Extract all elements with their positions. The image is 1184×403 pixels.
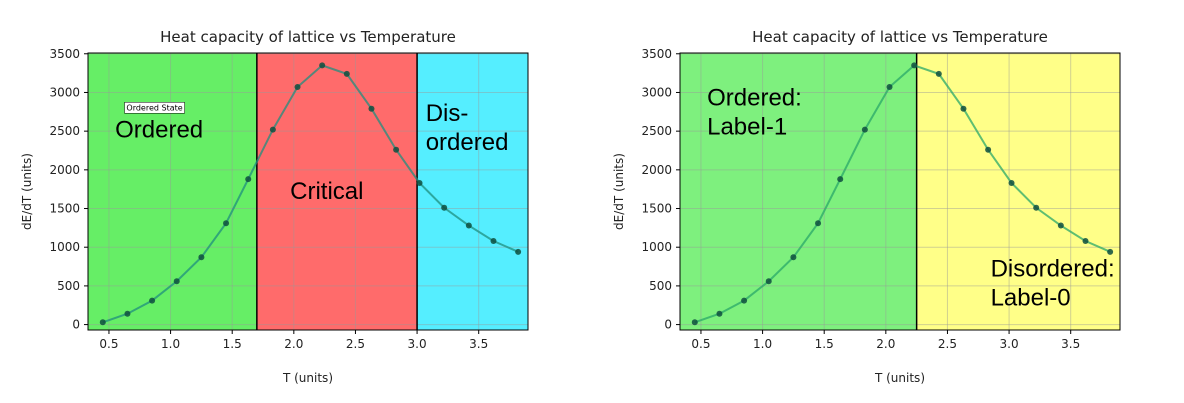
x-tick-label: 3.0 xyxy=(408,337,427,351)
data-point xyxy=(960,105,967,112)
y-tick-label: 3000 xyxy=(49,85,80,99)
data-point xyxy=(1082,238,1089,245)
region-label: Label-0 xyxy=(991,285,1071,312)
data-point xyxy=(269,126,276,133)
x-axis-label: T (units) xyxy=(874,371,925,385)
data-point xyxy=(716,310,723,317)
y-tick-label: 1000 xyxy=(641,240,672,254)
x-tick-label: 3.5 xyxy=(469,337,488,351)
data-point xyxy=(343,70,350,77)
x-tick-label: 1.5 xyxy=(815,337,834,351)
x-tick-label: 1.0 xyxy=(161,337,180,351)
y-tick-label: 1500 xyxy=(49,202,80,216)
data-point xyxy=(790,254,797,261)
region-label: Disordered: xyxy=(991,256,1115,283)
chart-left: 0.5 1.0 1.5 2.0 2.5 3.0 3.5 0 500 1000 1500 2000 250… xyxy=(20,28,529,385)
x-tick-label: 2.0 xyxy=(284,337,303,351)
x-tick-label: 2.0 xyxy=(876,337,895,351)
plot-frame xyxy=(87,52,529,331)
data-point xyxy=(515,248,522,255)
chart-title: Heat capacity of lattice vs Temperature xyxy=(160,28,456,46)
y-tick-label: 2000 xyxy=(641,163,672,177)
region-label: Critical xyxy=(290,178,363,205)
data-point xyxy=(691,319,698,326)
region-label: Label-1 xyxy=(707,114,787,141)
x-tick-label: 0.5 xyxy=(99,337,118,351)
data-point xyxy=(124,310,131,317)
region-label: Ordered: xyxy=(707,85,802,112)
y-tick-label: 2500 xyxy=(49,124,80,138)
series-line xyxy=(102,64,519,324)
data-point xyxy=(416,179,423,186)
plot-frame xyxy=(679,52,1121,331)
data-point xyxy=(149,297,156,304)
ordered-state-label: Ordered State xyxy=(126,103,182,112)
y-tick-label: 2500 xyxy=(641,124,672,138)
chart-title: Heat capacity of lattice vs Temperature xyxy=(752,28,1048,46)
y-tick-label: 500 xyxy=(649,279,672,293)
region-1 xyxy=(916,53,1120,330)
y-tick-label: 2000 xyxy=(49,163,80,177)
data-point xyxy=(935,70,942,77)
data-point xyxy=(173,278,180,285)
region-2 xyxy=(417,53,528,330)
y-tick-label: 0 xyxy=(664,318,672,332)
data-point xyxy=(368,105,375,112)
region-label: Ordered xyxy=(115,116,203,143)
data-point xyxy=(198,254,205,261)
data-point xyxy=(245,176,252,183)
region-1 xyxy=(256,53,418,330)
chart-right: 0.5 1.0 1.5 2.0 2.5 3.0 3.5 0 500 1000 1500 2000 250… xyxy=(612,28,1121,385)
data-point xyxy=(765,278,772,285)
y-tick-label: 3500 xyxy=(641,47,672,61)
x-tick-label: 0.5 xyxy=(691,337,710,351)
data-point xyxy=(985,146,992,153)
y-tick-label: 1500 xyxy=(641,202,672,216)
y-tick-label: 3500 xyxy=(49,47,80,61)
data-point xyxy=(861,126,868,133)
y-axis-label: dE/dT (units) xyxy=(612,153,626,230)
data-point xyxy=(815,220,822,227)
data-point xyxy=(294,84,301,91)
y-tick-label: 0 xyxy=(72,318,80,332)
data-point xyxy=(393,146,400,153)
data-point xyxy=(319,62,326,69)
data-point xyxy=(490,238,497,245)
x-tick-label: 2.5 xyxy=(346,337,365,351)
chart-panel-left: 0.5 1.0 1.5 2.0 2.5 3.0 3.5 0 500 1000 1500 2000 250… xyxy=(20,28,529,385)
data-point xyxy=(1057,222,1064,229)
region-0 xyxy=(680,53,917,330)
data-point xyxy=(465,222,472,229)
series-line xyxy=(694,64,1111,324)
data-point xyxy=(1107,248,1114,255)
data-point xyxy=(837,176,844,183)
x-tick-label: 2.5 xyxy=(938,337,957,351)
data-point xyxy=(886,84,893,91)
y-axis-label: dE/dT (units) xyxy=(20,153,34,230)
region-0 xyxy=(88,53,257,330)
x-tick-label: 3.5 xyxy=(1061,337,1080,351)
y-tick-label: 500 xyxy=(57,279,80,293)
data-point xyxy=(99,319,106,326)
data-point xyxy=(911,62,918,69)
data-point xyxy=(741,297,748,304)
data-point xyxy=(1008,179,1015,186)
region-label: ordered xyxy=(426,129,509,156)
data-point xyxy=(1033,204,1040,211)
region-label: Dis- xyxy=(426,100,469,127)
x-tick-label: 3.0 xyxy=(1000,337,1019,351)
chart-panel-right: 0.5 1.0 1.5 2.0 2.5 3.0 3.5 0 500 1000 1500 2000 250… xyxy=(592,0,1184,403)
y-tick-label: 1000 xyxy=(49,240,80,254)
ordered-state-badge xyxy=(124,102,185,114)
data-point xyxy=(441,204,448,211)
x-tick-label: 1.5 xyxy=(223,337,242,351)
y-tick-label: 3000 xyxy=(641,85,672,99)
x-axis-label: T (units) xyxy=(282,371,333,385)
x-tick-label: 1.0 xyxy=(753,337,772,351)
data-point xyxy=(223,220,230,227)
